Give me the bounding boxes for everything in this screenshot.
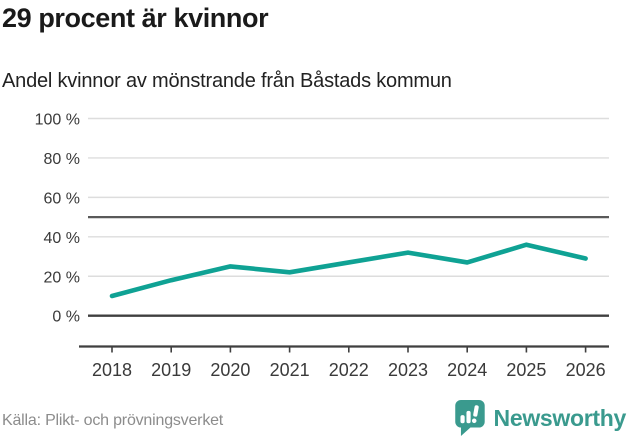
- chart-title: 29 procent är kvinnor: [2, 3, 269, 33]
- newsworthy-logo-text: Newsworthy: [493, 405, 627, 431]
- y-axis-tick-label: 100 %: [35, 112, 80, 129]
- chart-subtitle: Andel kvinnor av mönstrande från Båstads…: [2, 70, 452, 92]
- y-axis-tick-label: 40 %: [44, 230, 80, 247]
- data-line: [109, 242, 588, 299]
- logo-exclamation: [471, 405, 479, 424]
- x-axis-tick-label: 2020: [210, 360, 250, 380]
- x-axis-tick-label: 2023: [388, 360, 428, 380]
- y-axis-tick-label: 0 %: [52, 309, 80, 326]
- x-axis-tick-label: 2021: [270, 360, 310, 380]
- logo-bar-short: [459, 415, 465, 424]
- y-axis-tick-label: 60 %: [44, 190, 80, 207]
- x-axis-tick-label: 2018: [92, 360, 132, 380]
- y-axis-tick-label: 20 %: [44, 269, 80, 286]
- x-axis-tick-label: 2025: [506, 360, 546, 380]
- x-axis-tick-label: 2022: [329, 360, 369, 380]
- logo-bar-tall: [465, 410, 471, 424]
- x-axis-tick-label: 2024: [447, 360, 487, 380]
- x-axis-tick-label: 2026: [566, 360, 606, 380]
- y-axis-tick-label: 80 %: [44, 151, 80, 168]
- source-note: Källa: Plikt- och prövningsverket: [2, 412, 224, 429]
- newsworthy-logo-icon: [454, 399, 485, 437]
- newsworthy-logo: Newsworthy: [453, 399, 626, 437]
- x-axis-tick-label: 2019: [151, 360, 191, 380]
